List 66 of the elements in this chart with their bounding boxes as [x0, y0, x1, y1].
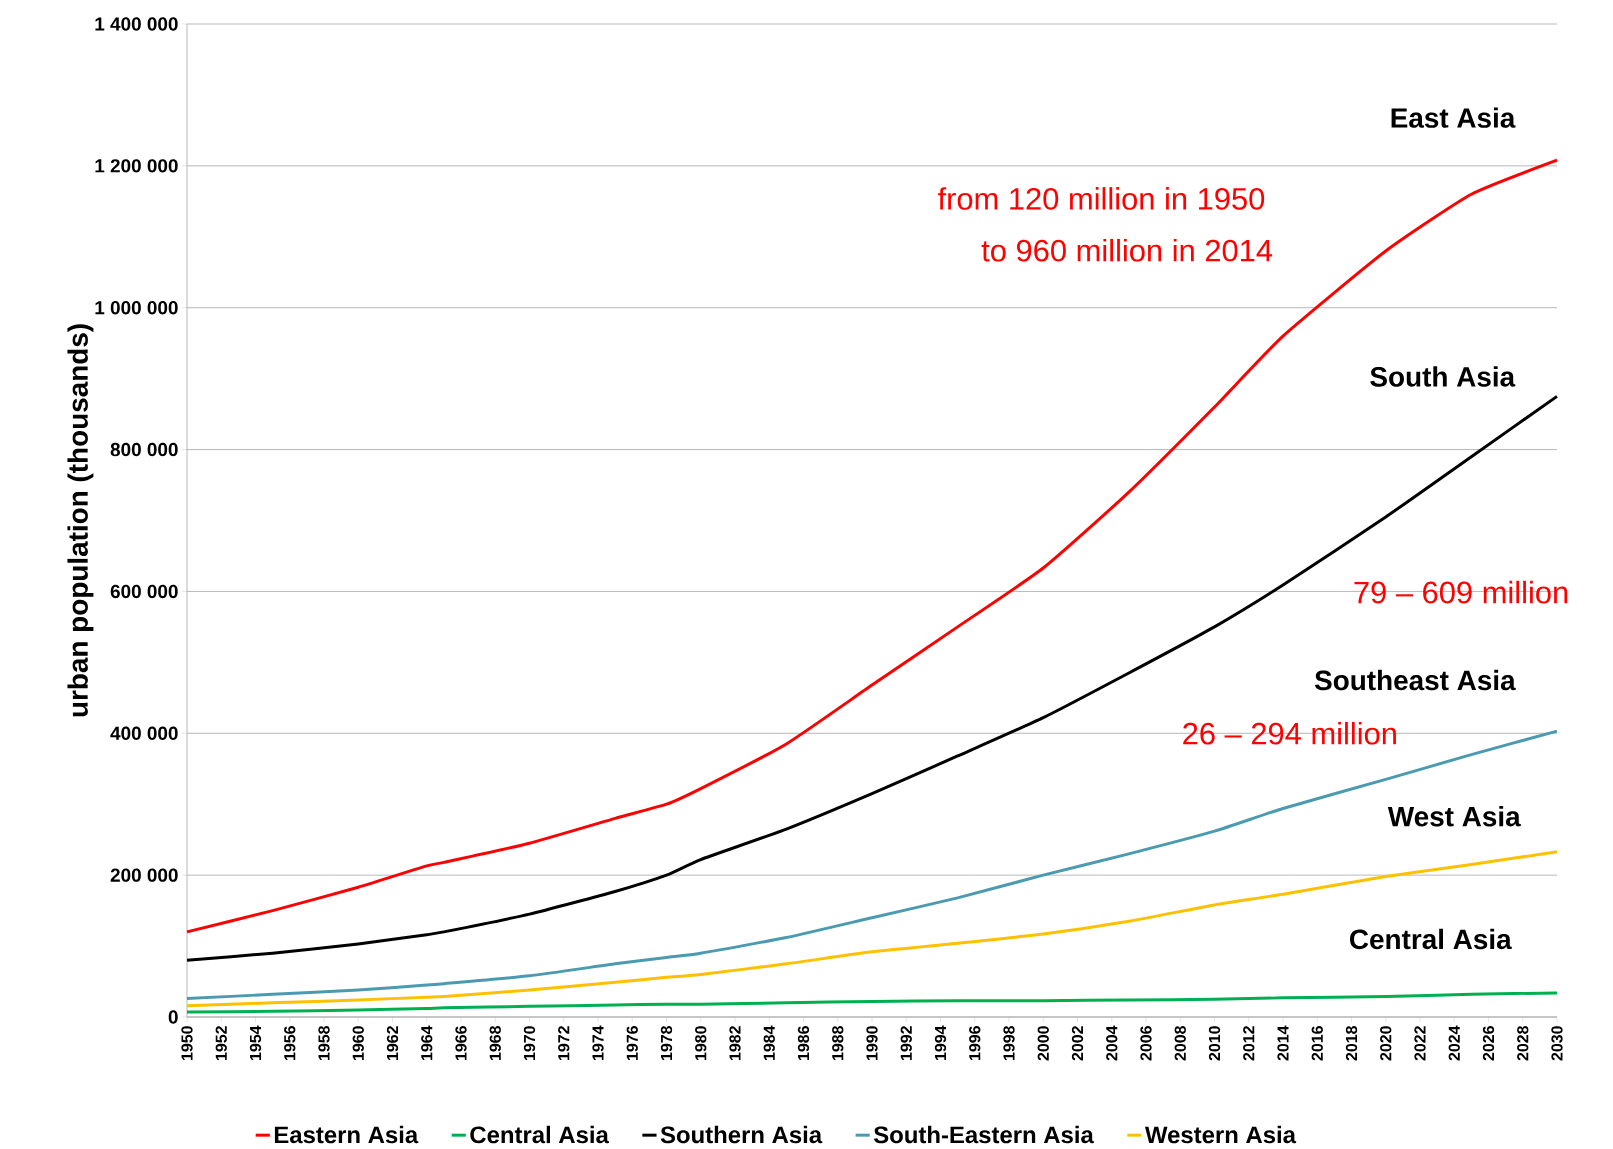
x-tick-label: 1976 [626, 1026, 638, 1060]
legend-label: Central Asia [470, 1125, 609, 1144]
x-tick-label: 2006 [1140, 1026, 1152, 1061]
y-tick-label: 0 [168, 1010, 178, 1024]
x-tick-label: 2014 [1277, 1025, 1289, 1061]
x-tick-label: 1980 [695, 1026, 707, 1060]
annotation: to 960 million in 2014 [981, 238, 1273, 262]
y-tick-label: 800 000 [110, 442, 178, 457]
annotation: 79 – 609 million [1354, 580, 1568, 604]
y-tick-label: 1 000 000 [95, 301, 178, 315]
x-tick-label: 1966 [455, 1026, 467, 1060]
x-tick-label: 1972 [558, 1026, 570, 1060]
x-tick-label: 2004 [1106, 1025, 1118, 1061]
x-tick-label: 1996 [969, 1026, 981, 1060]
x-tick-label: 1984 [763, 1025, 775, 1060]
legend-label: South-Eastern Asia [873, 1125, 1094, 1144]
x-tick-label: 1994 [934, 1025, 947, 1060]
x-tick-label: 2016 [1311, 1026, 1323, 1061]
y-tick-label: 600 000 [110, 584, 178, 599]
y-tick-label: 200 000 [110, 868, 178, 882]
x-tick-label: 1964 [421, 1025, 433, 1060]
y-axis-title: urban population (thousands) [67, 324, 94, 717]
x-tick-label: 2022 [1414, 1026, 1426, 1061]
annotation: West Asia [1387, 806, 1521, 827]
x-tick-label: 2012 [1243, 1026, 1255, 1061]
x-tick-label: 1998 [1003, 1026, 1015, 1060]
x-tick-label: 2026 [1482, 1026, 1495, 1061]
x-tick-label: 2028 [1517, 1026, 1529, 1061]
x-tick-label: 2008 [1174, 1026, 1186, 1061]
x-tick-label: 1982 [729, 1026, 741, 1060]
x-tick-label: 1970 [523, 1026, 536, 1060]
x-tick-label: 2020 [1380, 1026, 1392, 1061]
x-tick-label: 2030 [1551, 1026, 1563, 1061]
legend-label: Eastern Asia [274, 1125, 419, 1144]
x-tick-label: 2002 [1071, 1026, 1084, 1061]
line-series [185, 991, 1559, 1014]
x-tick-label: 2024 [1448, 1025, 1460, 1061]
y-tick-label: 400 000 [110, 726, 178, 740]
x-tick-label: 1988 [832, 1026, 844, 1060]
x-tick-label: 1978 [660, 1026, 673, 1060]
annotation: South Asia [1370, 366, 1516, 387]
x-tick-label: 2000 [1037, 1026, 1049, 1061]
annotation: from 120 million in 1950 [937, 187, 1265, 210]
annotation: East Asia [1391, 107, 1516, 128]
x-tick-label: 1992 [900, 1026, 912, 1060]
x-tick-label: 1958 [318, 1026, 330, 1060]
x-tick-label: 2010 [1208, 1026, 1221, 1061]
legend-label: Western Asia [1144, 1125, 1297, 1144]
line-series [185, 850, 1559, 1008]
x-tick-label: 1950 [181, 1026, 193, 1060]
x-tick-label: 1960 [352, 1026, 364, 1060]
x-tick-label: 1954 [249, 1025, 262, 1060]
annotation: 26 – 294 million [1183, 721, 1396, 745]
x-tick-label: 2018 [1345, 1026, 1358, 1061]
y-tick-label: 1 400 000 [95, 17, 178, 31]
x-tick-label: 1962 [386, 1026, 399, 1060]
x-tick-label: 1974 [592, 1025, 604, 1060]
annotation: Southeast Asia [1314, 669, 1516, 691]
x-tick-label: 1952 [215, 1026, 227, 1060]
y-tick-label: 1 200 000 [95, 159, 178, 173]
annotation: Central Asia [1350, 928, 1512, 950]
x-tick-label: 1986 [797, 1026, 810, 1060]
x-tick-label: 1968 [489, 1026, 501, 1060]
legend-label: Southern Asia [660, 1125, 823, 1144]
x-tick-label: 1956 [284, 1026, 296, 1060]
x-tick-label: 1990 [866, 1026, 878, 1060]
